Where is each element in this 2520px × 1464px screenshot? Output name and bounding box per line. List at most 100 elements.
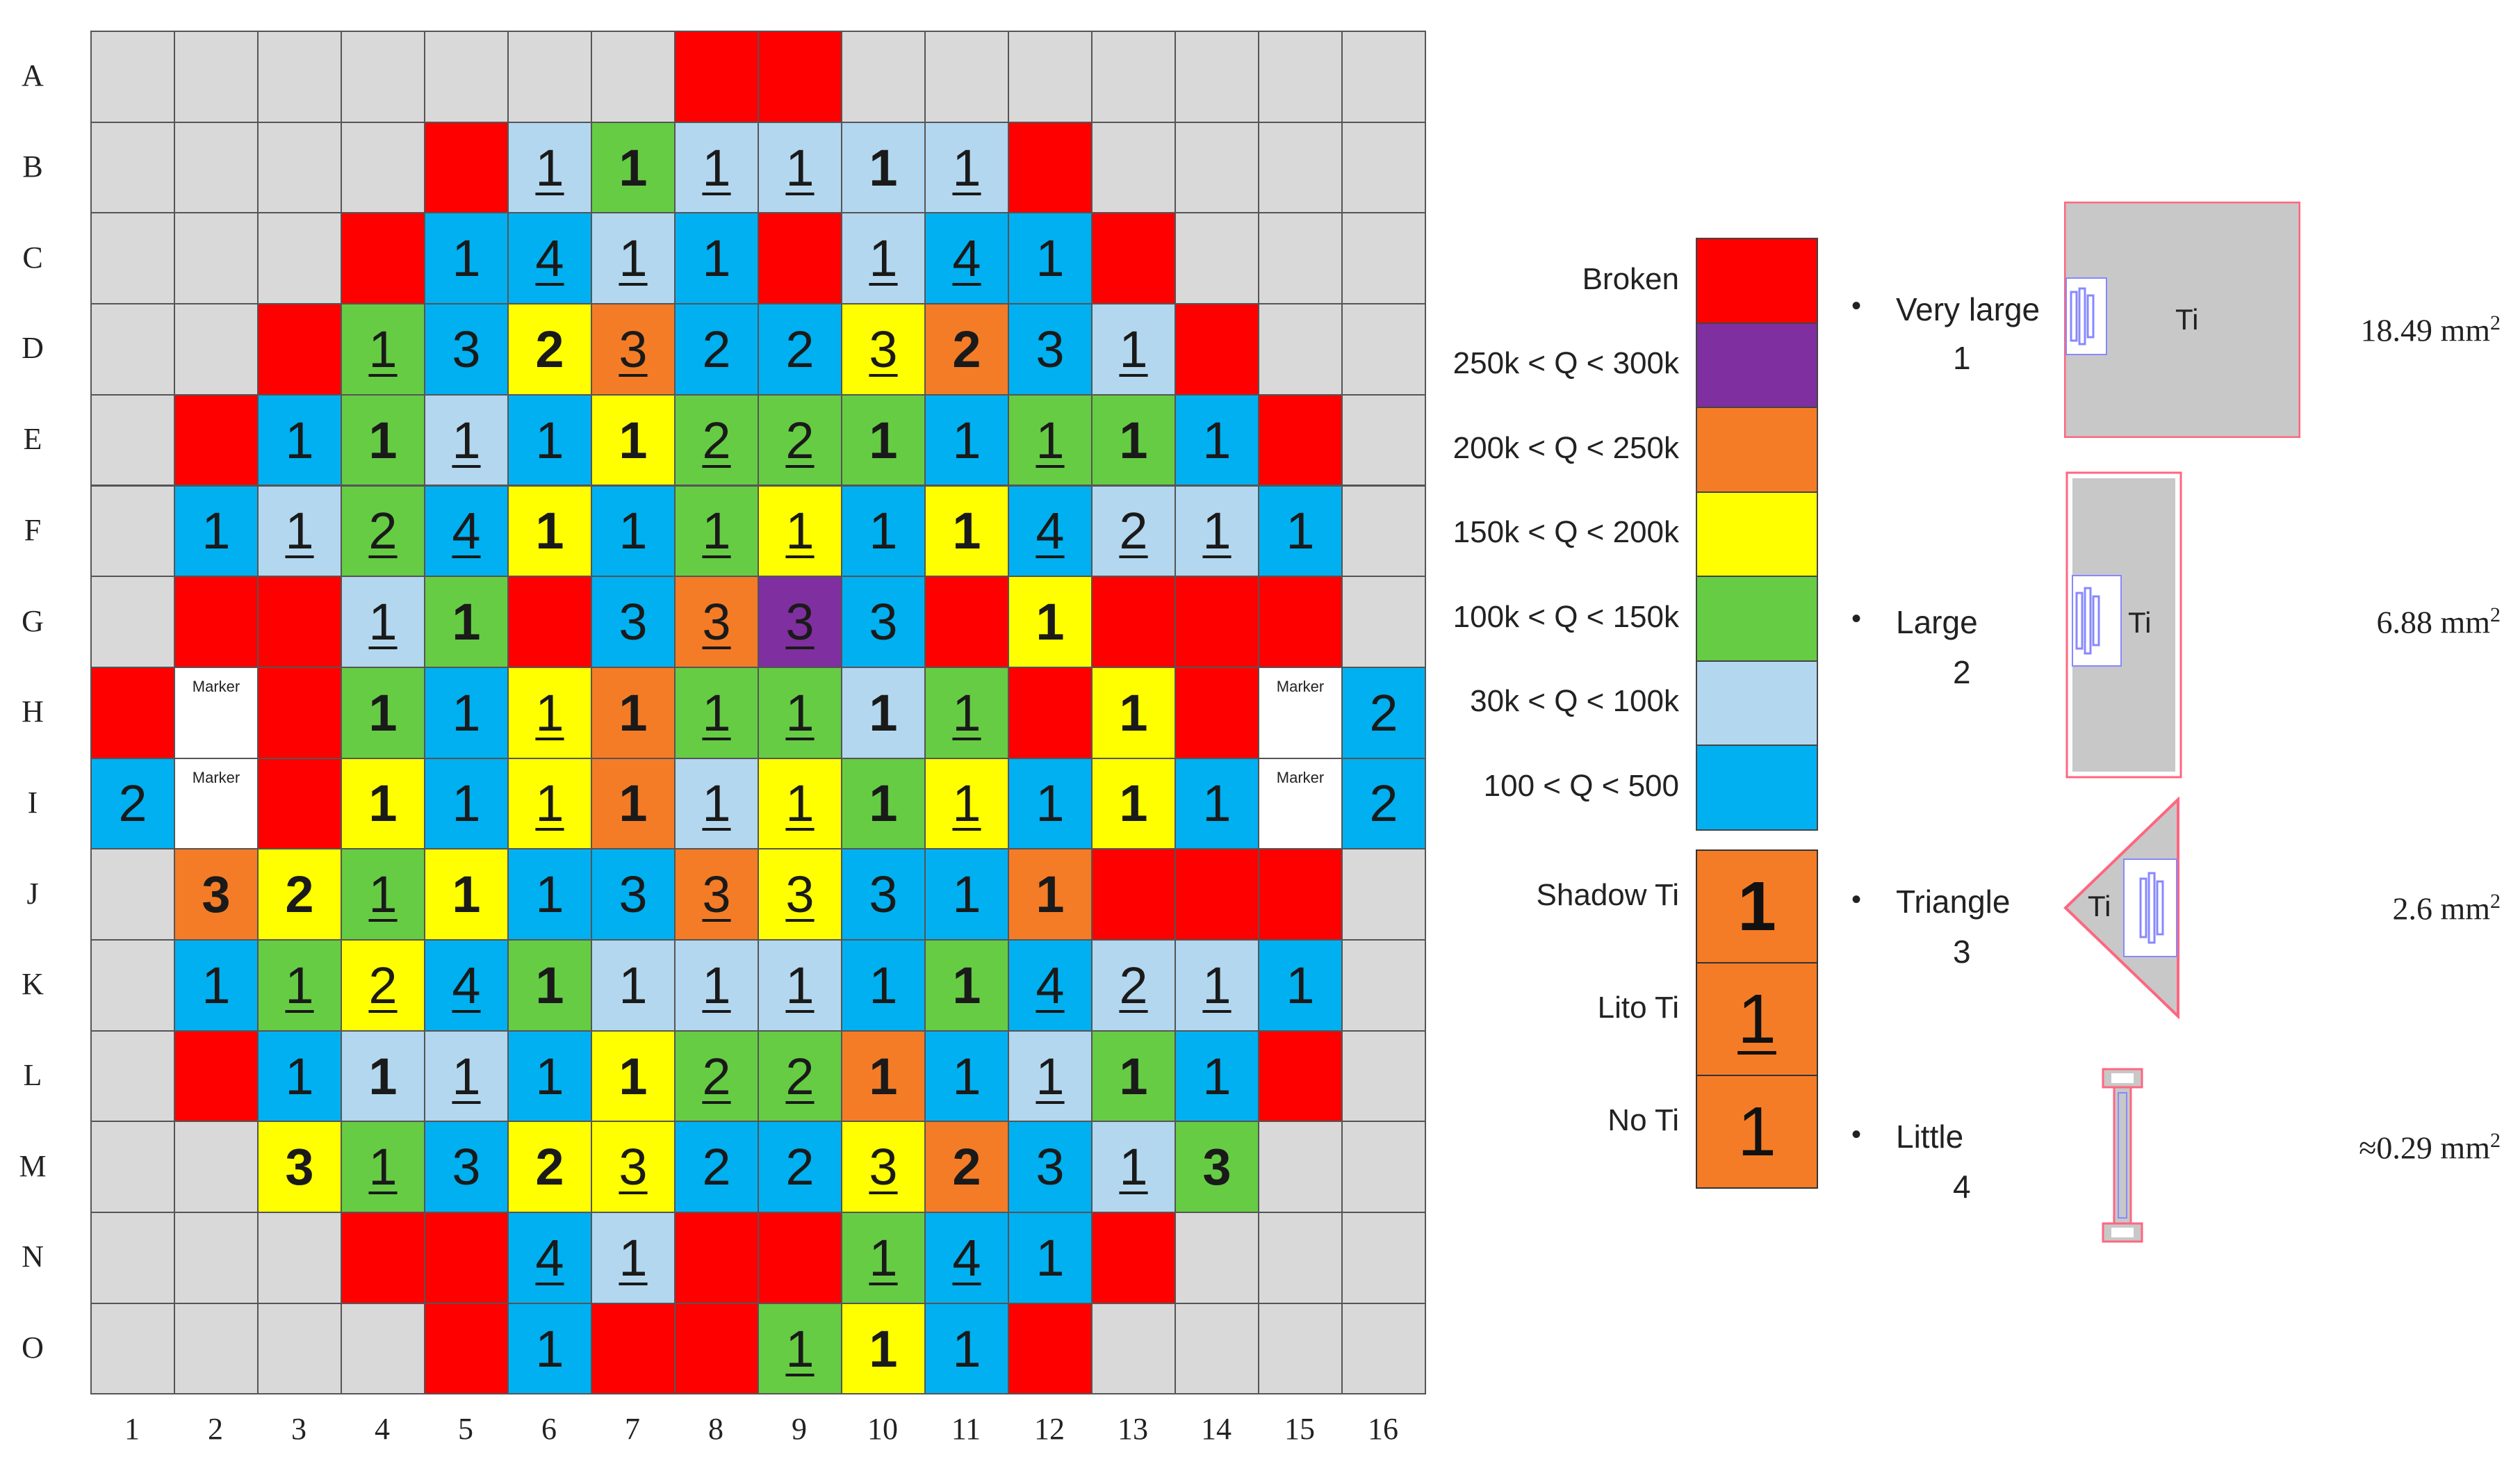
wafer-cell-H12 — [1008, 666, 1093, 759]
column-label: 10 — [867, 1412, 898, 1446]
wafer-cell-E10: 1 — [841, 393, 926, 487]
wafer-cell-D6: 2 — [507, 303, 592, 396]
cell-geometry-number: 2 — [702, 411, 731, 469]
row-label: O — [22, 1331, 44, 1365]
cell-geometry-number: 1 — [1202, 411, 1232, 469]
wafer-cell-N7: 1 — [591, 1212, 676, 1304]
wafer-cell-I13: 1 — [1091, 757, 1176, 850]
wafer-cell-E12: 1 — [1008, 393, 1093, 487]
wafer-cell-G11 — [924, 576, 1009, 668]
cell-geometry-number: 1 — [1036, 1228, 1065, 1287]
very-large-resonator-icon — [2063, 201, 2301, 439]
column-label: 6 — [541, 1412, 557, 1446]
cell-geometry-number: 1 — [1119, 320, 1148, 378]
ti-legend-glyph: 1 — [1737, 1092, 1776, 1171]
wafer-cell-C2 — [174, 212, 259, 305]
bullet: • — [1851, 1119, 1862, 1150]
cell-geometry-number: 3 — [702, 865, 731, 924]
geometry-name-little: Little — [1896, 1119, 1964, 1155]
wafer-cell-K12: 4 — [1008, 939, 1093, 1032]
wafer-cell-C10: 1 — [841, 212, 926, 305]
cell-geometry-number: 1 — [535, 138, 564, 197]
wafer-cell-F8: 1 — [674, 485, 759, 578]
wafer-cell-I10: 1 — [841, 757, 926, 850]
bullet: • — [1851, 884, 1862, 915]
wafer-cell-N2 — [174, 1212, 259, 1304]
wafer-cell-D11: 2 — [924, 303, 1009, 396]
ti-legend-swatch: 1 — [1696, 1075, 1818, 1189]
triangle-resonator-icon — [2063, 796, 2181, 1020]
wafer-cell-B5 — [424, 121, 509, 214]
cell-geometry-number: 1 — [535, 411, 564, 469]
cell-geometry-number: 2 — [535, 320, 564, 378]
wafer-cell-O12 — [1008, 1302, 1093, 1395]
cell-geometry-number: 1 — [452, 774, 481, 833]
wafer-cell-M11: 2 — [924, 1121, 1009, 1214]
cell-geometry-number: 3 — [869, 593, 898, 651]
wafer-cell-J3: 2 — [257, 848, 342, 941]
cell-geometry-number: 2 — [368, 502, 398, 560]
wafer-cell-K6: 1 — [507, 939, 592, 1032]
wafer-cell-J6: 1 — [507, 848, 592, 941]
cell-geometry-number: 1 — [869, 956, 898, 1014]
cell-geometry-number: 1 — [535, 683, 564, 742]
cell-geometry-number: 2 — [1369, 683, 1398, 742]
cell-geometry-number: 1 — [368, 865, 398, 924]
wafer-cell-L4: 1 — [341, 1030, 425, 1123]
wafer-cell-L7: 1 — [591, 1030, 676, 1123]
ti-legend-swatch: 1 — [1696, 849, 1818, 963]
wafer-cell-K9: 1 — [758, 939, 842, 1032]
wafer-cell-K4: 2 — [341, 939, 425, 1032]
cell-geometry-number: 2 — [785, 1047, 815, 1105]
wafer-cell-A14 — [1175, 31, 1259, 123]
cell-geometry-number: 1 — [452, 865, 481, 924]
cell-geometry-number: 1 — [1036, 229, 1065, 288]
cell-geometry-number: 1 — [869, 774, 898, 833]
wafer-cell-D12: 3 — [1008, 303, 1093, 396]
wafer-cell-F5: 4 — [424, 485, 509, 578]
cell-geometry-number: 1 — [869, 502, 898, 560]
wafer-cell-H6: 1 — [507, 666, 592, 759]
cell-geometry-number: 1 — [952, 956, 981, 1014]
wafer-cell-O8 — [674, 1302, 759, 1395]
wafer-cell-E3: 1 — [257, 393, 342, 487]
cell-geometry-number: 1 — [368, 1138, 398, 1196]
cell-geometry-number: 1 — [952, 1047, 981, 1105]
geometry-number-large: 2 — [1953, 654, 1971, 690]
cell-geometry-number: 1 — [368, 1047, 398, 1105]
area-triangle: 2.6 mm2 — [2392, 890, 2501, 927]
row-label: M — [19, 1148, 47, 1183]
row-label: C — [22, 240, 43, 275]
wafer-cell-K15: 1 — [1258, 939, 1343, 1032]
wafer-cell-O4 — [341, 1302, 425, 1395]
wafer-cell-L11: 1 — [924, 1030, 1009, 1123]
cell-geometry-number: 2 — [535, 1138, 564, 1196]
cell-geometry-number: 1 — [1036, 1047, 1065, 1105]
wafer-cell-M4: 1 — [341, 1121, 425, 1214]
wafer-cell-J11: 1 — [924, 848, 1009, 941]
wafer-cell-G5: 1 — [424, 576, 509, 668]
cell-geometry-number: 1 — [619, 1047, 648, 1105]
ti-label: Ti — [2088, 890, 2111, 922]
wafer-cell-L1 — [90, 1030, 175, 1123]
wafer-cell-H8: 1 — [674, 666, 759, 759]
cell-geometry-number: 1 — [1202, 956, 1232, 1014]
cell-geometry-number: 1 — [952, 411, 981, 469]
wafer-cell-D1 — [90, 303, 175, 396]
cell-geometry-number: 4 — [535, 1228, 564, 1287]
cell-geometry-number: 2 — [285, 865, 314, 924]
ti-legend-label: Shadow Ti — [1536, 878, 1679, 912]
wafer-cell-G10: 3 — [841, 576, 926, 668]
wafer-cell-M16 — [1341, 1121, 1426, 1214]
wafer-cell-L8: 2 — [674, 1030, 759, 1123]
cell-geometry-number: 3 — [869, 1138, 898, 1196]
wafer-cell-B9: 1 — [758, 121, 842, 214]
wafer-cell-L2 — [174, 1030, 259, 1123]
wafer-cell-B12 — [1008, 121, 1093, 214]
cell-geometry-number: 1 — [702, 774, 731, 833]
cell-geometry-number: 1 — [535, 956, 564, 1014]
wafer-cell-C7: 1 — [591, 212, 676, 305]
cell-geometry-number: 1 — [785, 138, 815, 197]
cell-geometry-number: 2 — [785, 320, 815, 378]
wafer-cell-E5: 1 — [424, 393, 509, 487]
